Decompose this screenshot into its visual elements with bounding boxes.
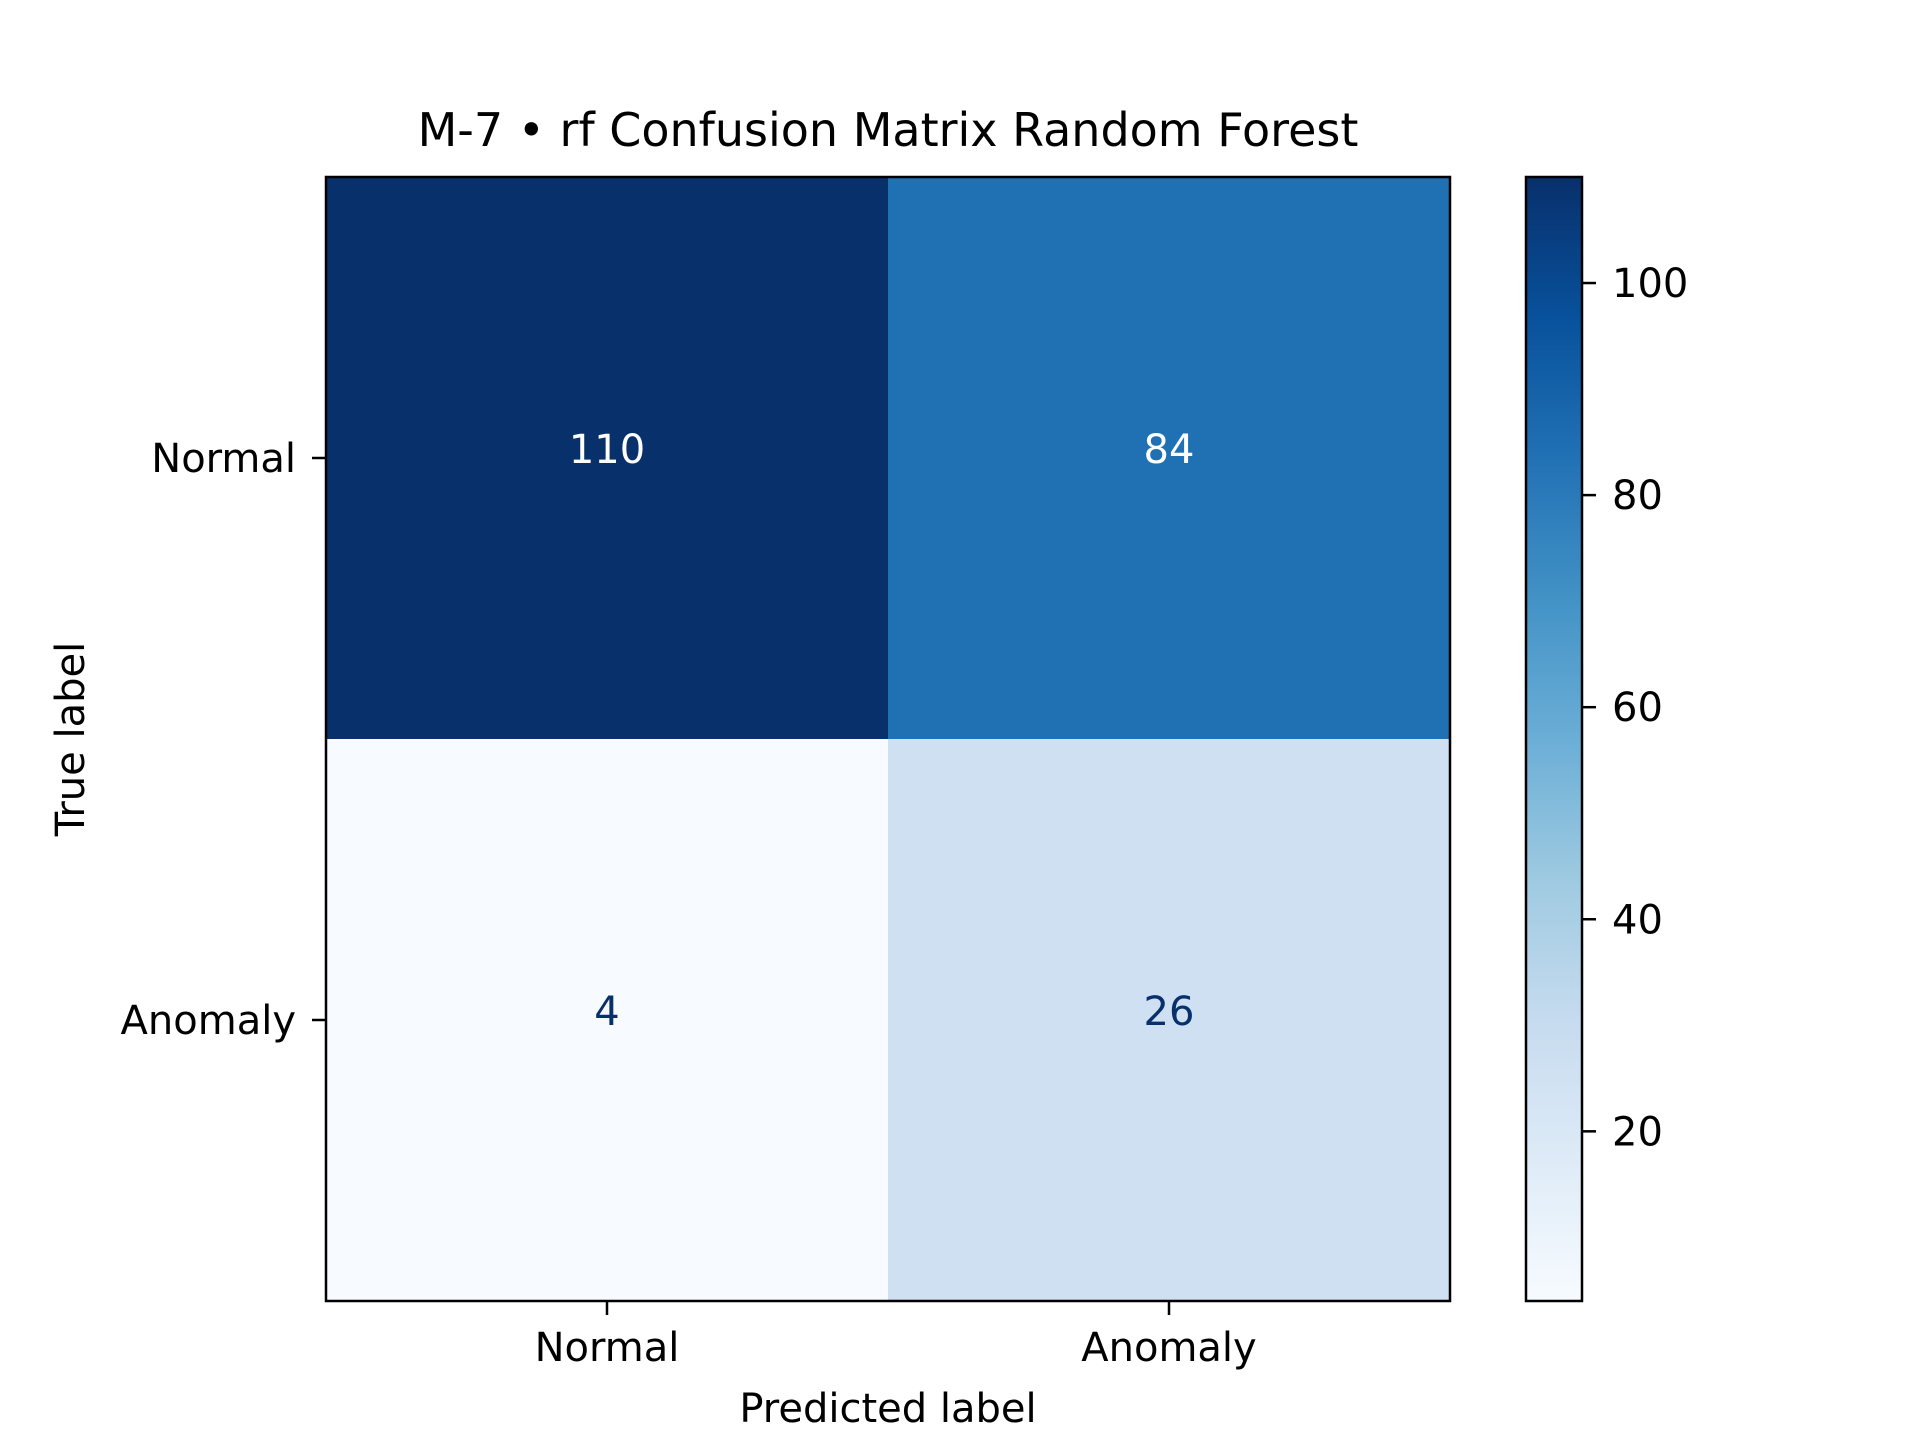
- x-tick-label: Anomaly: [1081, 1325, 1256, 1371]
- cell-value-label: 4: [594, 989, 619, 1035]
- colorbar-tick-label: 40: [1612, 897, 1663, 943]
- matrix-cell: [326, 739, 889, 1302]
- colorbar-ticks: 20 40 60 80 100: [1582, 261, 1688, 1155]
- x-axis-ticks: Normal Anomaly: [535, 1301, 1257, 1371]
- matrix-cell-labels: 110 84 4 26: [569, 427, 1195, 1035]
- y-tick-label: Normal: [151, 436, 296, 482]
- y-axis-ticks: Normal Anomaly: [121, 436, 326, 1044]
- cell-value-label: 84: [1144, 427, 1195, 473]
- colorbar-tick-label: 100: [1612, 261, 1688, 307]
- cell-value-label: 110: [569, 427, 645, 473]
- matrix-cell: [326, 177, 889, 740]
- colorbar-tick-label: 20: [1612, 1109, 1663, 1155]
- x-axis-label: Predicted label: [739, 1386, 1036, 1432]
- matrix-cell: [888, 739, 1451, 1302]
- chart-title: M-7 • rf Confusion Matrix Random Forest: [418, 103, 1359, 157]
- y-tick-label: Anomaly: [121, 998, 296, 1044]
- matrix-cell: [888, 177, 1451, 740]
- x-tick-label: Normal: [535, 1325, 680, 1371]
- colorbar-tick-label: 60: [1612, 685, 1663, 731]
- plot-frame: [324, 175, 1452, 1303]
- colorbar: [1524, 175, 1584, 1303]
- matrix-cells: [326, 177, 1451, 1302]
- y-axis-label: True label: [48, 642, 94, 837]
- colorbar-tick-label: 80: [1612, 473, 1663, 519]
- cell-value-label: 26: [1144, 989, 1195, 1035]
